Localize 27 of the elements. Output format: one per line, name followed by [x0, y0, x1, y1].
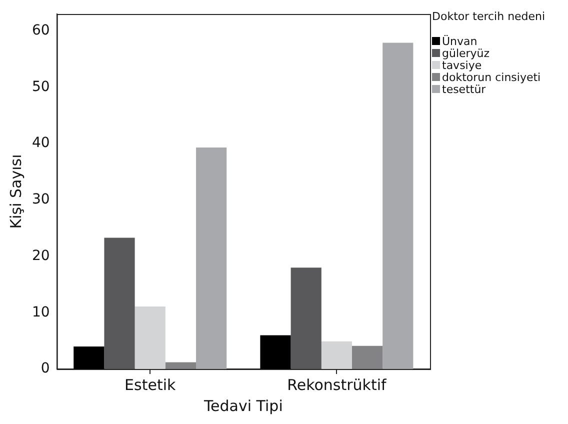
y-tick-label: 20 — [32, 248, 50, 264]
bar — [134, 306, 166, 369]
legend-label: tavsiye — [442, 58, 482, 72]
bar — [196, 148, 227, 369]
y-tick-label: 50 — [32, 78, 50, 95]
bar — [352, 346, 383, 369]
legend-label: Ünvan — [442, 34, 478, 48]
y-axis-title: Kişi Sayısı — [6, 154, 25, 229]
bar — [260, 335, 291, 369]
bar — [74, 346, 104, 369]
x-tick-label: Rekonstrüktif — [287, 376, 388, 394]
bar — [290, 268, 322, 369]
bar — [104, 238, 135, 369]
x-tick-label: Estetik — [124, 376, 176, 394]
y-tick-label: 0 — [40, 360, 50, 377]
bar — [165, 362, 196, 369]
y-tick-label: 40 — [32, 135, 50, 152]
legend-title: Doktor tercih nedeni — [432, 10, 546, 23]
y-tick-label: 60 — [32, 22, 50, 39]
x-axis-title: Tedavi Tipi — [202, 396, 283, 415]
y-tick-label: 10 — [32, 304, 50, 320]
y-tick-label: 30 — [32, 192, 50, 208]
legend-label: güleryüz — [442, 46, 490, 60]
bar — [382, 42, 414, 369]
legend-label: doktorun cinsiyeti — [442, 70, 541, 84]
bar — [321, 341, 352, 369]
legend-label: tesettür — [442, 82, 486, 96]
